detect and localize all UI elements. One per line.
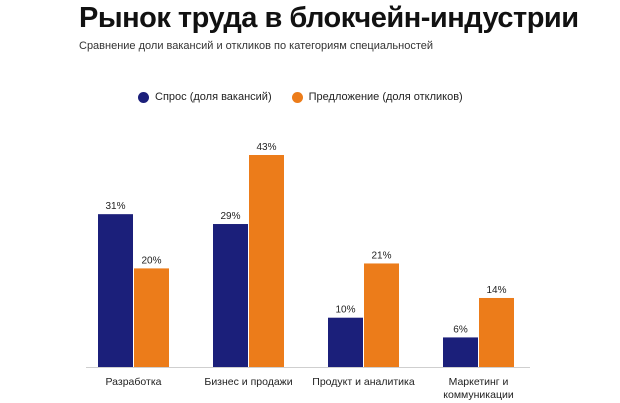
- legend-label-supply: Предложение (доля откликов): [308, 91, 463, 103]
- data-label-demand-0: 31%: [105, 201, 125, 212]
- legend-swatch-demand: [138, 91, 149, 103]
- data-label-supply-1: 43%: [256, 142, 276, 153]
- bar-supply-2: [364, 263, 399, 367]
- data-label-supply-3: 14%: [486, 285, 506, 296]
- bar-demand-2: [328, 317, 363, 367]
- legend-item-supply: Предложение (доля откликов): [291, 91, 463, 103]
- legend-swatch-supply: [291, 91, 303, 103]
- page-subtitle: Сравнение доли вакансий и откликов по ка…: [79, 40, 433, 52]
- bar-supply-1: [249, 155, 284, 367]
- bar-demand-3: [443, 337, 478, 367]
- chart-legend: Спрос (доля вакансий) Предложение (доля …: [138, 91, 483, 103]
- legend-item-demand: Спрос (доля вакансий): [138, 91, 272, 103]
- legend-label-demand: Спрос (доля вакансий): [155, 91, 272, 103]
- data-label-supply-0: 20%: [141, 255, 161, 266]
- category-label-0: Разработка: [106, 376, 162, 388]
- data-label-supply-2: 21%: [371, 250, 391, 261]
- page-title: Рынок труда в блокчейн-индустрии: [79, 2, 579, 34]
- data-label-demand-2: 10%: [335, 305, 355, 316]
- bar-supply-3: [479, 297, 514, 367]
- category-label-1: Бизнес и продажи: [204, 376, 292, 388]
- category-label-3-line-1: коммуникации: [443, 389, 514, 401]
- bar-supply-0: [134, 268, 169, 367]
- bar-demand-0: [98, 214, 133, 367]
- bar-demand-1: [213, 224, 248, 367]
- category-label-3-line-0: Маркетинг и: [449, 376, 509, 388]
- data-label-demand-3: 6%: [453, 324, 468, 335]
- data-label-demand-1: 29%: [220, 211, 240, 222]
- category-label-2: Продукт и аналитика: [312, 376, 415, 388]
